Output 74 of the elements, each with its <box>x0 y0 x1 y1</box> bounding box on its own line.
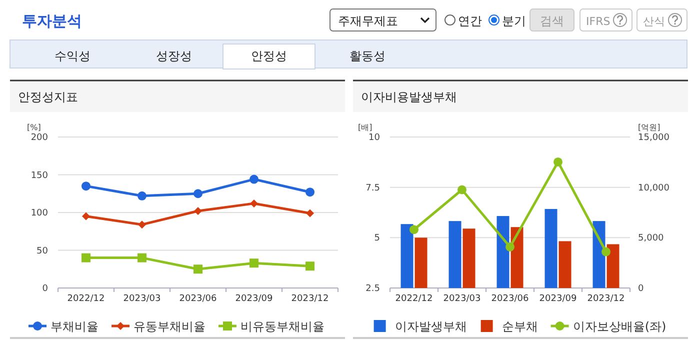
point <box>410 225 418 234</box>
bar <box>414 238 428 288</box>
y-tick-label: 100 <box>30 208 48 218</box>
legend-label: 유동부채비율 <box>134 320 206 334</box>
point <box>194 189 202 198</box>
text: 활동성 <box>350 49 386 63</box>
chart-title: 안정성지표 <box>18 90 78 104</box>
x-tick-label: 2022/12 <box>67 294 105 304</box>
point <box>194 264 202 274</box>
x-tick-label: 2023/12 <box>587 294 625 304</box>
y2-tick-label: 10,000 <box>638 183 670 194</box>
point <box>82 253 90 262</box>
x-tick-label: 2022/12 <box>395 294 433 304</box>
point <box>138 191 146 200</box>
y2-tick-label: 15,000 <box>638 133 670 143</box>
x-tick-label: 2023/03 <box>443 294 481 304</box>
text: 성장성 <box>156 49 192 63</box>
point <box>506 242 514 252</box>
x-tick-label: 2023/03 <box>123 294 161 304</box>
y-tick-label: 10 <box>368 133 380 143</box>
y2-tick-label: 0 <box>638 284 644 294</box>
bar <box>544 208 558 288</box>
bar <box>606 244 620 288</box>
y2-axis-title: [억원] <box>638 123 660 132</box>
bar <box>448 221 462 288</box>
chart-title: 이자비용발생부채 <box>361 90 457 104</box>
bar <box>400 224 414 288</box>
bar <box>558 241 572 288</box>
point <box>138 253 146 262</box>
y-tick-label: 50 <box>36 246 48 256</box>
bar <box>462 228 476 288</box>
text: IFRS <box>586 15 610 28</box>
point <box>602 247 610 256</box>
bar <box>496 216 510 288</box>
text: 연간 <box>458 14 482 28</box>
point <box>250 199 258 208</box>
point <box>554 157 562 166</box>
text: 주재무제표 <box>338 14 398 28</box>
y-tick-label: 0 <box>42 284 48 294</box>
y-tick-label: 200 <box>30 133 48 143</box>
point <box>458 185 466 194</box>
text: 수익성 <box>54 49 90 63</box>
bar <box>510 227 524 288</box>
y-tick-label: 2.5 <box>366 284 380 294</box>
x-tick-label: 2023/06 <box>491 294 529 304</box>
legend-label: 부채비율 <box>50 320 98 334</box>
point <box>82 212 90 220</box>
x-tick-label: 2023/12 <box>291 294 329 304</box>
y-tick-label: 150 <box>30 170 48 181</box>
point <box>138 220 146 229</box>
point <box>194 206 202 215</box>
x-tick-label: 2023/09 <box>539 294 577 304</box>
x-tick-label: 2023/09 <box>235 294 273 304</box>
legend-label: 이자발생부채 <box>394 320 467 334</box>
x-tick-label: 2023/06 <box>179 294 217 304</box>
point <box>306 188 314 197</box>
y-axis-title: [배] <box>358 123 372 132</box>
legend-label: 이자보상배율(좌) <box>572 320 666 334</box>
point <box>82 182 90 191</box>
legend-label: 비유동부채비율 <box>240 320 324 334</box>
text: 분기 <box>502 14 526 28</box>
point <box>306 209 314 218</box>
text: 안정성 <box>251 49 287 63</box>
point <box>250 258 258 268</box>
legend-label: 순부채 <box>502 320 538 334</box>
point <box>250 174 258 184</box>
y2-tick-label: 5,000 <box>638 234 664 244</box>
y-tick-label: 5 <box>374 234 380 244</box>
text: 산식 <box>643 15 665 28</box>
text: 검색 <box>540 14 564 28</box>
text: 투자분석 <box>22 12 82 30</box>
y-tick-label: 7.5 <box>366 183 380 194</box>
y-axis-title: [%] <box>27 123 41 132</box>
point <box>306 262 314 271</box>
